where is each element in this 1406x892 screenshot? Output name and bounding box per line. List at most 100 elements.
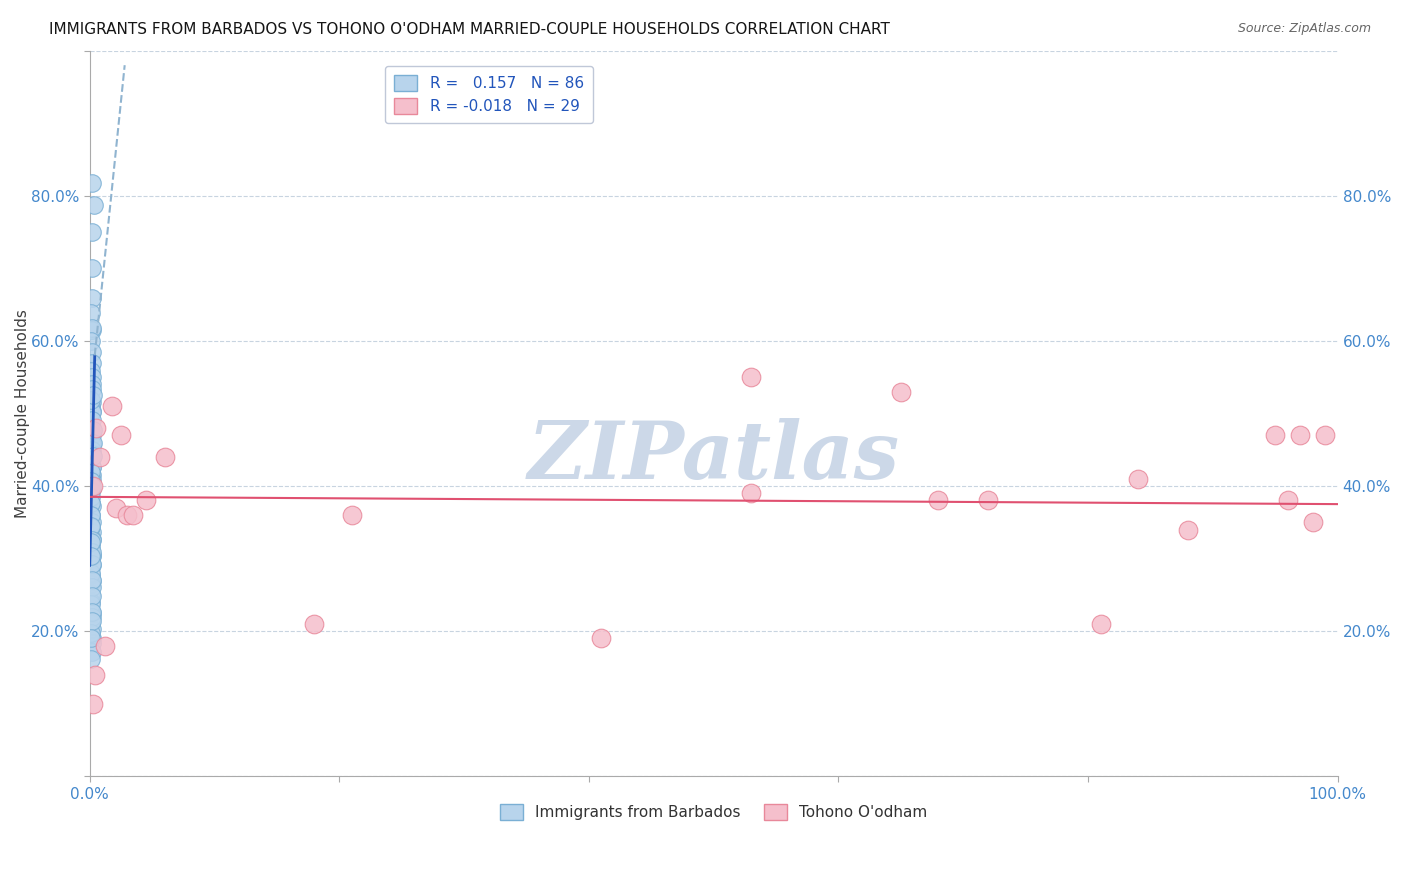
Point	[89, 450, 111, 464]
Point	[82, 449, 104, 463]
Point	[82, 356, 104, 370]
Point	[80, 645, 103, 659]
Point	[82, 533, 104, 548]
Point	[80, 553, 103, 567]
Point	[80, 496, 103, 510]
Text: Source: ZipAtlas.com: Source: ZipAtlas.com	[1237, 22, 1371, 36]
Point	[82, 557, 104, 571]
Point	[1277, 493, 1299, 508]
Point	[80, 425, 103, 439]
Point	[80, 496, 103, 510]
Point	[82, 479, 104, 493]
Point	[80, 625, 103, 640]
Point	[927, 493, 949, 508]
Point	[80, 345, 103, 359]
Point	[80, 616, 103, 631]
Point	[304, 616, 326, 631]
Point	[80, 631, 103, 645]
Point	[80, 558, 103, 573]
Point	[80, 437, 103, 451]
Point	[82, 631, 104, 645]
Point	[80, 597, 103, 611]
Point	[80, 400, 103, 414]
Point	[80, 467, 103, 482]
Point	[80, 459, 103, 474]
Point	[80, 540, 103, 554]
Point	[153, 450, 176, 464]
Point	[80, 520, 103, 534]
Point	[135, 493, 157, 508]
Point	[80, 615, 103, 629]
Point	[80, 532, 103, 546]
Point	[80, 473, 103, 487]
Point	[80, 535, 103, 549]
Point	[82, 447, 104, 461]
Point	[80, 413, 103, 427]
Point	[740, 486, 762, 500]
Point	[80, 568, 103, 582]
Point	[80, 573, 103, 587]
Point	[82, 436, 104, 450]
Point	[80, 508, 103, 523]
Legend: Immigrants from Barbados, Tohono O'odham: Immigrants from Barbados, Tohono O'odham	[494, 797, 934, 827]
Point	[80, 508, 103, 522]
Point	[80, 225, 103, 239]
Point	[80, 606, 103, 620]
Point	[82, 479, 104, 493]
Point	[83, 667, 105, 681]
Point	[82, 320, 104, 334]
Point	[80, 587, 103, 601]
Point	[1126, 472, 1149, 486]
Point	[82, 404, 104, 418]
Point	[80, 382, 103, 396]
Point	[890, 384, 912, 399]
Point	[93, 639, 115, 653]
Point	[80, 466, 103, 480]
Point	[80, 449, 103, 463]
Point	[82, 387, 104, 401]
Point	[80, 606, 103, 620]
Y-axis label: Married-couple Households: Married-couple Households	[15, 309, 30, 518]
Point	[740, 370, 762, 384]
Point	[80, 474, 103, 488]
Point	[80, 176, 103, 190]
Point	[115, 508, 138, 522]
Point	[122, 508, 145, 522]
Point	[82, 424, 104, 438]
Point	[1289, 428, 1312, 442]
Point	[80, 549, 103, 563]
Point	[84, 421, 107, 435]
Point	[340, 508, 363, 522]
Point	[80, 577, 103, 591]
Point	[83, 198, 105, 212]
Point	[80, 524, 103, 539]
Point	[80, 580, 103, 594]
Point	[80, 442, 103, 457]
Point	[80, 392, 103, 407]
Point	[80, 459, 103, 474]
Point	[82, 622, 104, 636]
Point	[80, 518, 103, 533]
Point	[80, 499, 103, 513]
Text: ZIPatlas: ZIPatlas	[527, 418, 900, 496]
Point	[80, 548, 103, 562]
Point	[80, 536, 103, 550]
Point	[82, 697, 104, 711]
Point	[82, 574, 104, 589]
Point	[80, 370, 103, 384]
Point	[591, 632, 613, 646]
Point	[80, 322, 103, 336]
Point	[80, 482, 103, 496]
Point	[80, 636, 103, 650]
Point	[80, 484, 103, 499]
Point	[80, 610, 103, 624]
Point	[80, 306, 103, 320]
Point	[1264, 428, 1286, 442]
Point	[80, 260, 103, 275]
Point	[101, 399, 124, 413]
Point	[80, 595, 103, 609]
Point	[80, 651, 103, 665]
Point	[977, 493, 1000, 508]
Point	[80, 364, 103, 378]
Text: IMMIGRANTS FROM BARBADOS VS TOHONO O'ODHAM MARRIED-COUPLE HOUSEHOLDS CORRELATION: IMMIGRANTS FROM BARBADOS VS TOHONO O'ODH…	[49, 22, 890, 37]
